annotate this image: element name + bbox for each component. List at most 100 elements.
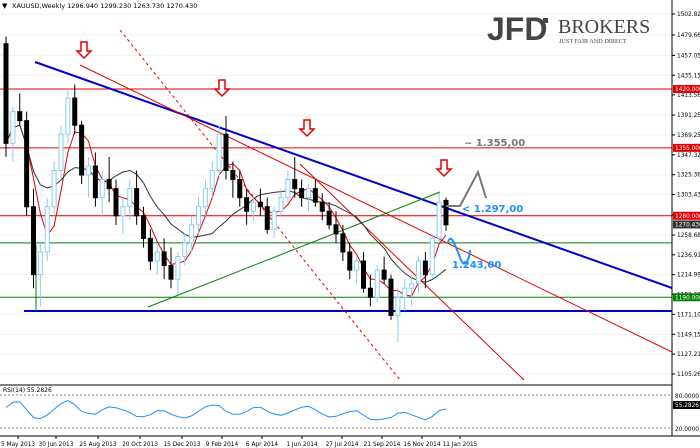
annotation-bear-target: 1.243,00 (452, 260, 501, 271)
candle-body (443, 199, 449, 226)
y-tick-label: 1369.250 (677, 133, 700, 139)
candle-body (37, 251, 43, 276)
candle-body (416, 260, 421, 285)
candle-body (72, 97, 78, 126)
y-tick-label: 1479.660 (677, 33, 700, 39)
time-axis: 5 May 2013 30 Jun 2013 25 Aug 2013 20 Oct 2… (1, 436, 478, 448)
candle-body (10, 111, 16, 144)
y-tick-label: 1214.990 (677, 273, 700, 279)
price-label-text: 1190.000 (675, 295, 700, 301)
candle-body (161, 251, 167, 267)
candle-body (237, 179, 243, 199)
candle-body (3, 43, 9, 144)
annotation-resistance: < 1.297,00 (462, 204, 523, 215)
x-tick-label: 21 Sep 2014 (364, 442, 401, 448)
logo-tagline: JUST FAIR AND DIRECT (559, 38, 627, 45)
candle-body (251, 201, 256, 212)
candle-body (113, 188, 119, 217)
candle-body (395, 296, 401, 316)
red-trendline-upper (79, 64, 673, 353)
brand-logo: JFD BROKERS JUST FAIR AND DIRECT (487, 11, 650, 47)
candle-body (134, 188, 140, 217)
x-tick-label: 16 Nov 2014 (403, 442, 440, 448)
candle-body (120, 206, 126, 217)
candle-body (257, 201, 263, 208)
candle-body (127, 188, 133, 208)
candle-body (216, 133, 222, 171)
main-trendline (34, 61, 673, 289)
logo-jfd: JFD (487, 11, 547, 47)
price-label-text: 1270.430 (675, 222, 700, 228)
candle-body (99, 179, 105, 199)
down-arrow-icon (298, 119, 316, 138)
candle-body (340, 233, 346, 253)
candle-body (147, 237, 153, 262)
candle-body (44, 206, 50, 253)
candle-body (402, 287, 408, 298)
y-tick-label: 1171.100 (677, 312, 700, 318)
y-tick-label: 1435.150 (677, 73, 700, 79)
candle-body (65, 97, 71, 135)
rsi-label: RSI(14) 55.2826 (3, 387, 52, 394)
candle-body (326, 210, 332, 226)
resistance-arrows (75, 41, 453, 178)
chart-annotations: ~ 1.355,00 < 1.297,00 1.243,00 (452, 138, 525, 271)
candle-body (175, 256, 181, 280)
price-label-box (673, 293, 700, 302)
candle-body (354, 260, 360, 271)
candle-body (436, 201, 442, 239)
x-tick-label: 1 Jun 2014 (286, 442, 317, 448)
price-label-text: 1280.000 (675, 214, 700, 220)
down-arrow-icon (75, 41, 93, 60)
forecast-paths (446, 169, 487, 265)
candle-body (271, 210, 277, 230)
logo-square (543, 18, 548, 23)
candle-body (381, 269, 387, 280)
candle-body (285, 179, 291, 199)
candle-body (141, 215, 146, 239)
candle-body (106, 179, 112, 190)
candle-body (51, 169, 57, 208)
candle-body (306, 188, 311, 199)
y-tick-label: 1105.265 (677, 372, 700, 378)
candle-body (367, 287, 373, 298)
y-tick-label: 1149.155 (677, 332, 700, 338)
candle-body (209, 169, 215, 190)
candle-body (189, 224, 195, 244)
candle-body (409, 283, 415, 289)
price-label-text: 1420.000 (675, 87, 700, 93)
down-arrow-icon (435, 159, 453, 178)
candle-body (86, 165, 91, 176)
triangle-down-icon: ▼ (2, 2, 8, 10)
down-arrow-icon (213, 79, 231, 98)
candle-body (388, 278, 394, 316)
rsi-value-label: 55.2826 (675, 403, 699, 409)
candlesticks (3, 36, 449, 343)
price-axis: 1502.820 1479.660 1457.050 1435.150 1413.560… (672, 12, 700, 378)
candle-body (24, 120, 30, 208)
price-label-box (673, 211, 700, 220)
logo-brokers: BROKERS (558, 16, 650, 38)
x-tick-label: 27 Jul 2014 (326, 442, 359, 448)
price-label-text: 1355.000 (675, 146, 700, 152)
rsi-panel: RSI(14) 55.2826 80.0000 55.2826 20.0000 (0, 384, 700, 433)
candle-body (196, 206, 201, 226)
red-trendline-lower (299, 163, 525, 381)
x-tick-label: 11 Jan 2015 (443, 442, 478, 448)
candle-body (168, 265, 174, 280)
candle-body (92, 165, 98, 199)
candle-body (319, 201, 325, 212)
x-tick-label: 20 Oct 2013 (122, 442, 158, 448)
candle-body (182, 242, 188, 258)
trendlines (24, 29, 673, 381)
bullish-scenario-path (446, 169, 487, 207)
candle-body (374, 269, 380, 298)
price-label-box (673, 84, 700, 93)
y-tick-label: 1391.250 (677, 113, 700, 119)
x-tick-label: 9 Feb 2014 (206, 442, 239, 448)
rsi-line (5, 400, 447, 421)
x-tick-label: 15 Dec 2013 (163, 442, 200, 448)
candle-body (230, 169, 236, 181)
candle-body (79, 124, 85, 176)
